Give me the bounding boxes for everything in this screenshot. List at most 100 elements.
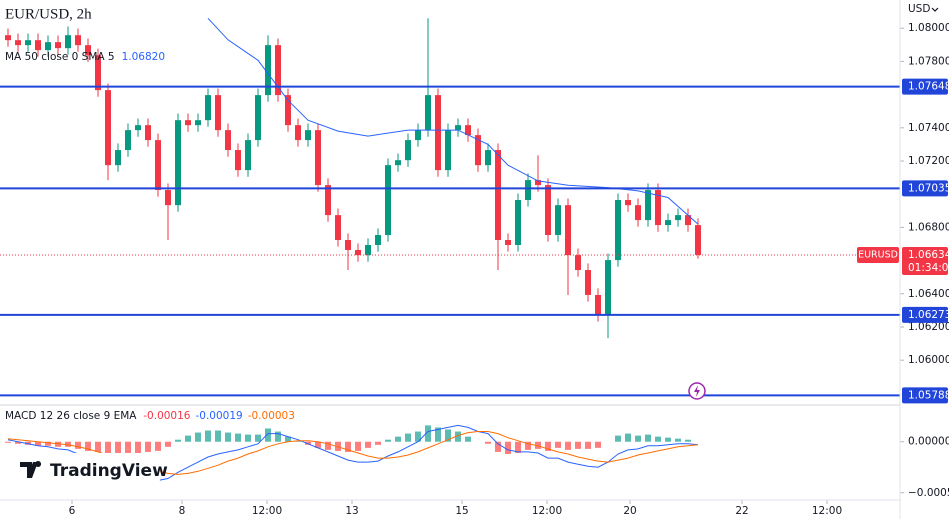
symbol-label: EURUSD (858, 249, 898, 260)
macd-histogram-bar (295, 440, 301, 442)
macd-histogram-bar (575, 441, 581, 449)
x-tick-label: 13 (345, 505, 358, 517)
ma-legend: MA 50 close 0 SMA 5 1.06820 (5, 51, 165, 63)
watermark-box (8, 453, 160, 487)
candle-body (315, 130, 321, 186)
macd-histogram-bar (675, 438, 681, 442)
candle-body (65, 35, 71, 49)
macd-histogram-bar (615, 435, 621, 442)
alert-bolt[interactable] (694, 385, 700, 397)
alert-icon[interactable] (688, 382, 706, 400)
macd-legend-name: MACD 12 26 close 9 EMA (5, 410, 137, 422)
currency-label[interactable]: USD (908, 3, 930, 15)
candle-body (615, 200, 621, 261)
macd-legend-value: -0.00003 (248, 410, 295, 422)
macd-histogram-bar (365, 441, 371, 448)
macd-histogram-bar (435, 427, 441, 442)
candle-body (155, 140, 161, 191)
level-label: 1.05788 (908, 389, 949, 401)
macd-histogram-bar (645, 434, 651, 442)
candle-body (305, 130, 311, 141)
candle-body (555, 205, 561, 236)
macd-histogram-bar (195, 432, 201, 442)
macd-histogram-bar (505, 441, 511, 454)
candle-body (135, 125, 141, 131)
macd-histogram-bar (285, 436, 291, 442)
candle-body (545, 185, 551, 236)
candle-body (165, 190, 171, 206)
candle-body (395, 160, 401, 166)
candle-body (595, 294, 601, 316)
macd-histogram-bar (235, 433, 241, 442)
x-tick-label: 12:00 (812, 505, 842, 517)
x-tick-label: 15 (455, 505, 468, 517)
y-tick-label: 1.07200 (908, 155, 949, 167)
candle-body (255, 95, 261, 141)
candle-body (265, 45, 271, 96)
x-tick-label: 20 (623, 505, 636, 517)
y-tick-label: −0.00050 (908, 487, 949, 499)
macd-histogram-bar (565, 441, 571, 450)
watermark-text: TradingView (50, 461, 168, 481)
macd-histogram-bar (445, 429, 451, 442)
macd-histogram-bar (355, 441, 361, 451)
candle-body (475, 135, 481, 166)
candle-body (225, 130, 231, 151)
candle-body (565, 205, 571, 256)
macd-histogram-bar (145, 441, 151, 452)
y-tick-label: 1.06200 (908, 321, 949, 333)
macd-histogram-bar (325, 441, 331, 450)
macd-histogram-bar (175, 439, 181, 442)
candle-body (695, 225, 701, 255)
macd-histogram-bar (595, 441, 601, 448)
candle-body (35, 40, 41, 51)
candle-body (205, 95, 211, 121)
candle-body (455, 125, 461, 131)
countdown-label: 01:34:00 (908, 262, 949, 274)
watermark: TradingView (8, 453, 168, 487)
macd-histogram-bar (395, 436, 401, 442)
candle-body (95, 55, 101, 91)
macd-histogram-bar (515, 441, 521, 453)
candle-body (15, 40, 21, 46)
candle-body (245, 140, 251, 171)
watermark-logo (20, 461, 42, 478)
macd-histogram-bar (35, 441, 41, 446)
candle-body (75, 35, 81, 46)
macd-histogram-bar (165, 441, 171, 447)
macd-histogram-bar (65, 441, 71, 447)
candle-body (585, 270, 591, 295)
candle-body (45, 42, 51, 51)
candle-body (285, 95, 291, 126)
y-tick-label: 0.00000 (908, 436, 949, 448)
macd-histogram-bar (185, 435, 191, 442)
macd-histogram-bar (135, 441, 141, 454)
candle-body (215, 95, 221, 131)
macd-histogram-bar (585, 441, 591, 449)
macd-histogram-bar (115, 441, 121, 455)
last-price-tag (902, 246, 948, 275)
macd-histogram-bar (155, 441, 161, 451)
macd-histogram-bar (75, 441, 81, 449)
level-label: 1.07035 (908, 182, 949, 194)
y-tick-label: 1.07400 (908, 122, 949, 134)
candle-body (5, 35, 11, 41)
currency-dropdown[interactable] (931, 7, 939, 12)
macd-histogram-bar (25, 441, 31, 445)
candle-body (495, 150, 501, 241)
macd-legend-value: -0.00016 (143, 410, 191, 422)
candle-body (385, 165, 391, 236)
candle-body (435, 95, 441, 171)
candle-body (445, 130, 451, 171)
candle-body (375, 235, 381, 245)
x-tick-label: 6 (69, 505, 76, 517)
macd-legend: MACD 12 26 close 9 EMA -0.00016 -0.00019 -0… (5, 410, 295, 422)
macd-histogram-bar (685, 439, 691, 442)
macd-histogram-bar (385, 439, 391, 442)
macd-histogram-bar (655, 436, 661, 442)
x-tick-label: 8 (179, 505, 186, 517)
ma-legend-value: 1.06820 (122, 51, 165, 63)
macd-histogram-bar (545, 441, 551, 451)
candle-body (665, 220, 671, 226)
